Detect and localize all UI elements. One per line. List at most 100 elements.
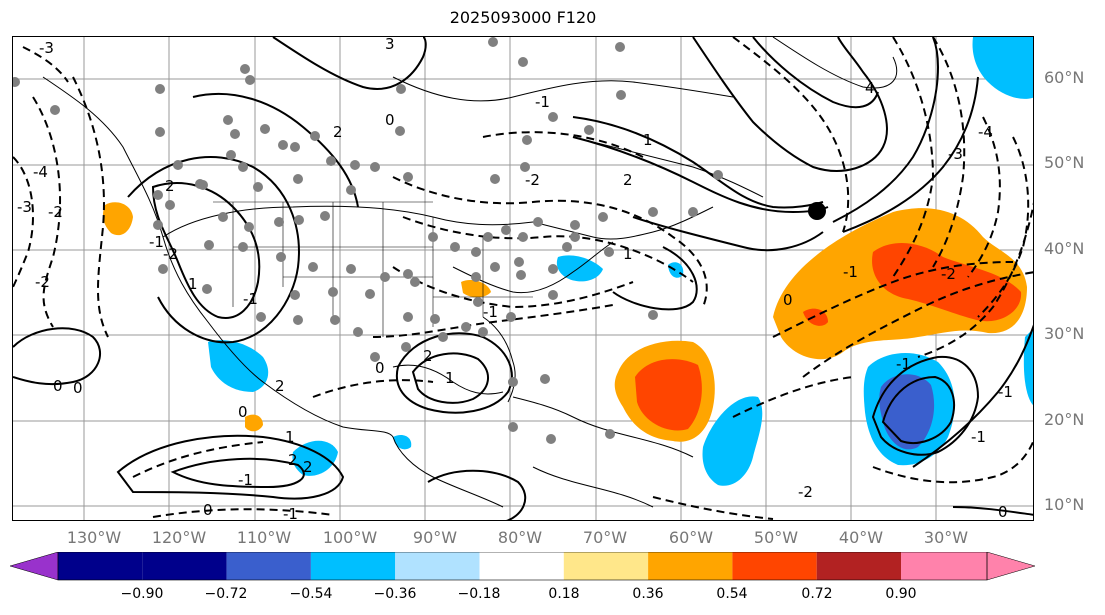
colorbar-segment <box>648 552 733 580</box>
contour-label: 2 <box>623 171 633 189</box>
coastlines <box>42 37 898 508</box>
colorbar-tick: −0.90 <box>120 586 164 602</box>
filled-anomalies <box>103 37 1033 486</box>
map-panel: -3 -3 -4 -2 -2 -1 0 1 2 -2 -1 2 3 4 -4 -… <box>12 36 1034 521</box>
contour-label: -2 <box>525 171 540 189</box>
contour-label: 2 <box>275 377 285 395</box>
cyan-region-small <box>668 262 684 278</box>
lat-label: 50°N <box>1044 153 1085 172</box>
contour-label: -1 <box>149 233 164 251</box>
state-borders <box>213 201 533 337</box>
solid-contours <box>13 37 1033 520</box>
lon-label: 90°W <box>412 528 458 547</box>
contour-label: 0 <box>385 111 395 129</box>
colorbar-tick: 0.72 <box>801 586 833 602</box>
colorbar-segment <box>58 552 143 580</box>
lon-label: 80°W <box>497 528 543 547</box>
lat-label: 20°N <box>1044 410 1085 429</box>
contour-label: 2 <box>423 347 433 365</box>
colorbar-segment <box>563 552 649 580</box>
lon-label: 110°W <box>236 528 292 547</box>
colorbar-extend-low <box>10 552 59 581</box>
contour-label: 1 <box>285 428 295 446</box>
lat-label: 10°N <box>1044 495 1085 514</box>
colorbar-extend-high <box>986 552 1036 581</box>
contour-label: -1 <box>243 290 258 308</box>
colorbar-tick: 0.90 <box>885 586 917 602</box>
cyan-region-gulf <box>393 435 412 450</box>
map-title: 2025093000 F120 <box>449 8 597 27</box>
contour-label: -2 <box>35 273 50 291</box>
contour-label: 1 <box>623 245 633 263</box>
contour-label: -2 <box>941 265 956 283</box>
contour-label: -1 <box>535 93 550 111</box>
colorbar-tick: −0.72 <box>204 586 248 602</box>
contour-label: 3 <box>385 37 395 53</box>
contour-label: 0 <box>203 501 213 519</box>
contour-label: -2 <box>48 203 63 221</box>
colorbar-segment <box>816 552 901 580</box>
lon-label: 50°W <box>753 528 799 547</box>
contour-label: 1 <box>445 369 455 387</box>
blue-region <box>879 374 935 450</box>
colorbar-segment <box>732 552 817 580</box>
lat-label: 40°N <box>1044 239 1085 258</box>
contour-label: -3 <box>17 198 32 216</box>
contour-label: 0 <box>998 503 1008 521</box>
contour-label: -1 <box>971 428 986 446</box>
contour-label: 1 <box>643 131 653 149</box>
colorbar <box>10 552 1036 581</box>
colorbar-tick: −0.18 <box>457 586 501 602</box>
contour-label: 2 <box>165 177 175 195</box>
contour-label: -1 <box>238 471 253 489</box>
cyan-region-east <box>1023 329 1033 406</box>
lon-label: 60°W <box>668 528 714 547</box>
colorbar-segment <box>310 552 396 580</box>
lon-label: 130°W <box>66 528 122 547</box>
colorbar-tick: 0.18 <box>548 586 580 602</box>
contour-label: -4 <box>978 123 993 141</box>
colorbar-segment <box>479 552 564 580</box>
contour-label: -2 <box>798 483 813 501</box>
contour-label: 0 <box>375 359 385 377</box>
contour-label: 2 <box>303 458 313 476</box>
colorbar-segment <box>226 552 311 580</box>
contour-label: 0 <box>238 403 248 421</box>
colorbar-tick: −0.36 <box>373 586 417 602</box>
lon-label: 120°W <box>151 528 207 547</box>
contour-label: -3 <box>948 145 963 163</box>
orange-region-small <box>245 414 263 432</box>
red-region-caribbean <box>635 359 702 431</box>
lat-label: 60°N <box>1044 68 1085 87</box>
colorbar-segment <box>142 552 227 580</box>
contour-label: 4 <box>865 79 875 97</box>
contour-label: -4 <box>33 163 48 181</box>
contour-label: 0 <box>73 379 83 397</box>
red-region-atlantic <box>872 242 1022 322</box>
contour-label: -1 <box>483 303 498 321</box>
cyan-region-1 <box>702 396 763 486</box>
lon-label: 40°W <box>838 528 884 547</box>
contour-labels: -3 -3 -4 -2 -2 -1 0 1 2 -2 -1 2 3 4 -4 -… <box>17 37 1013 521</box>
lat-label: 30°N <box>1044 324 1085 343</box>
map-canvas: -3 -3 -4 -2 -2 -1 0 1 2 -2 -1 2 3 4 -4 -… <box>13 37 1033 521</box>
colorbar-tick: 0.54 <box>716 586 748 602</box>
station-dots <box>13 37 723 444</box>
contour-label: -1 <box>998 383 1013 401</box>
storm-marker <box>808 202 826 220</box>
orange-region-us <box>461 280 491 298</box>
colorbar-tick: −0.54 <box>289 586 333 602</box>
colorbar-tick: 0.36 <box>632 586 664 602</box>
contour-label: 1 <box>188 275 198 293</box>
contour-label: -2 <box>163 245 178 263</box>
colorbar-segment <box>395 552 480 580</box>
contour-label: 0 <box>783 291 793 309</box>
contour-label: -1 <box>283 505 298 521</box>
dashed-contours <box>13 37 1033 520</box>
contour-label: -1 <box>843 263 858 281</box>
lon-label: 70°W <box>582 528 628 547</box>
lon-label: 100°W <box>322 528 378 547</box>
contour-label: 2 <box>333 123 343 141</box>
colorbar-segment <box>901 552 987 580</box>
contour-label: -1 <box>896 355 911 373</box>
